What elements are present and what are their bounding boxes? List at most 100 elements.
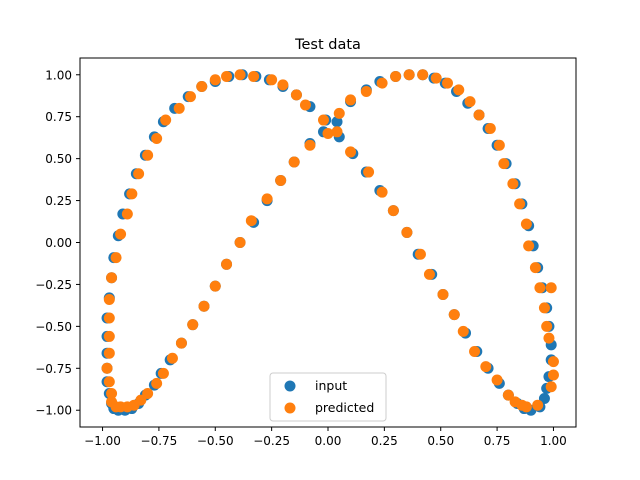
data-point-predicted <box>532 399 544 411</box>
data-point-predicted <box>363 166 375 178</box>
data-point-predicted <box>538 302 550 314</box>
data-point-predicted <box>234 237 246 248</box>
data-point-predicted <box>209 280 221 292</box>
data-point-predicted <box>376 77 388 89</box>
x-tick-label: 0.00 <box>315 434 342 448</box>
data-point-predicted <box>277 79 289 91</box>
data-point-predicted <box>198 300 210 312</box>
data-point-predicted <box>322 127 334 139</box>
data-point-predicted <box>464 96 476 108</box>
data-point-predicted <box>103 330 115 342</box>
data-point-predicted <box>498 158 510 170</box>
data-points <box>101 69 559 416</box>
data-point-predicted <box>106 272 118 284</box>
data-point-predicted <box>187 319 199 331</box>
data-point-predicted <box>166 352 178 364</box>
data-point-predicted <box>184 91 196 103</box>
x-tick-label: 0.25 <box>371 434 398 448</box>
y-tick-label: −0.50 <box>35 320 72 334</box>
data-point-predicted <box>135 394 147 406</box>
data-point-predicted <box>142 387 154 399</box>
data-point-predicted <box>430 72 442 84</box>
data-point-predicted <box>221 258 233 270</box>
x-tick-label: 0.75 <box>484 434 511 448</box>
chart-title: Test data <box>294 37 361 53</box>
data-point-predicted <box>103 347 115 359</box>
data-point-predicted <box>545 282 557 294</box>
data-point-predicted <box>390 70 402 82</box>
data-point-predicted <box>133 168 145 180</box>
y-tick-label: −0.25 <box>35 278 72 292</box>
x-tick-label: −0.75 <box>141 434 178 448</box>
data-point-predicted <box>414 248 426 260</box>
x-tick-label: 1.00 <box>540 434 567 448</box>
data-point-predicted <box>175 337 187 349</box>
y-tick-label: 0.00 <box>45 236 72 250</box>
data-point-predicted <box>110 252 122 264</box>
data-point-predicted <box>345 146 357 158</box>
data-point-predicted <box>547 369 559 381</box>
data-point-predicted <box>101 362 113 374</box>
data-point-predicted <box>360 86 372 98</box>
legend: input predicted <box>269 372 387 422</box>
data-point-predicted <box>417 69 429 81</box>
y-axis: −1.00 −0.75 −0.50 −0.25 0.00 0.25 0.50 0.75 1.00 <box>35 68 80 418</box>
data-point-predicted <box>142 149 154 161</box>
data-point-predicted <box>290 89 302 101</box>
x-tick-label: −0.50 <box>197 434 234 448</box>
data-point-predicted <box>480 361 492 373</box>
data-point-predicted <box>157 367 169 379</box>
data-point-predicted <box>317 114 329 126</box>
data-point-predicted <box>509 396 521 408</box>
data-point-predicted <box>106 387 118 399</box>
data-point-predicted <box>541 320 553 332</box>
data-point-predicted <box>543 332 555 344</box>
data-point-predicted <box>160 114 172 126</box>
x-axis: −1.00 −0.75 −0.50 −0.25 0.00 0.25 0.50 0.75 1.00 <box>84 427 567 448</box>
data-point-predicted <box>401 226 413 238</box>
data-point-predicted <box>493 139 505 151</box>
data-point-predicted <box>304 139 316 151</box>
legend-marker-input <box>284 380 296 392</box>
data-point-predicted <box>448 309 460 321</box>
legend-marker-predicted <box>284 402 296 414</box>
data-point-predicted <box>331 126 343 138</box>
data-point-predicted <box>221 70 233 82</box>
y-tick-label: 1.00 <box>45 68 72 82</box>
data-point-predicted <box>520 218 532 230</box>
data-point-predicted <box>151 133 163 145</box>
data-point-predicted <box>457 325 469 337</box>
data-point-predicted <box>514 198 526 210</box>
data-point-predicted <box>547 356 559 368</box>
data-point-predicted <box>502 389 514 401</box>
legend-label-predicted: predicted <box>315 400 374 415</box>
data-point-predicted <box>423 268 435 280</box>
x-tick-label: 0.50 <box>427 434 454 448</box>
data-point-predicted <box>103 312 115 324</box>
data-point-predicted <box>507 178 519 190</box>
data-point-predicted <box>545 381 557 393</box>
data-point-predicted <box>115 228 127 240</box>
data-point-predicted <box>387 205 399 217</box>
data-point-predicted <box>275 174 287 186</box>
data-point-predicted <box>534 282 546 294</box>
data-point-predicted <box>234 69 246 81</box>
data-point-input <box>331 116 343 128</box>
data-point-predicted <box>299 99 311 111</box>
data-point-predicted <box>266 74 278 86</box>
data-point-input <box>538 392 550 404</box>
data-point-predicted <box>441 77 453 89</box>
y-tick-label: −0.75 <box>35 362 72 376</box>
data-point-predicted <box>469 346 481 358</box>
data-point-predicted <box>288 156 300 168</box>
data-point-predicted <box>151 377 163 389</box>
data-point-predicted <box>103 294 115 306</box>
data-point-predicted <box>484 122 496 134</box>
data-point-predicted <box>453 84 465 96</box>
data-point-predicted <box>209 74 221 86</box>
data-point-predicted <box>333 107 345 119</box>
y-tick-label: −1.00 <box>35 404 72 418</box>
data-point-predicted <box>248 70 260 82</box>
data-point-predicted <box>473 109 485 121</box>
